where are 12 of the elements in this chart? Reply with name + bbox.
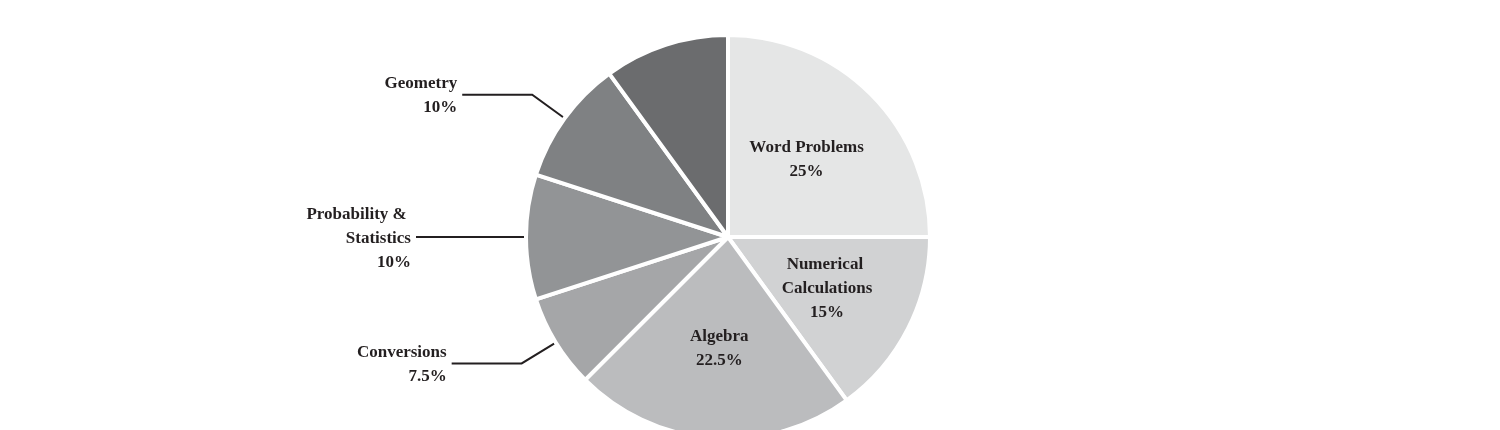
data-label: 25% [789,160,824,180]
slice-label: Geometry [384,73,458,93]
slice-label: Algebra [690,326,750,346]
data-label: 15% [809,301,844,321]
data-label: 7.5% [408,365,447,385]
data-label: 22.5% [695,350,743,370]
data-label: 10% [377,251,411,271]
slice-label: Probability & Statistics [306,203,412,247]
slice-label: Word Problems [749,136,865,156]
slice-label: Numerical Calculations [781,253,873,297]
slice-label: Conversions [356,341,448,361]
data-label: 10% [423,97,458,117]
